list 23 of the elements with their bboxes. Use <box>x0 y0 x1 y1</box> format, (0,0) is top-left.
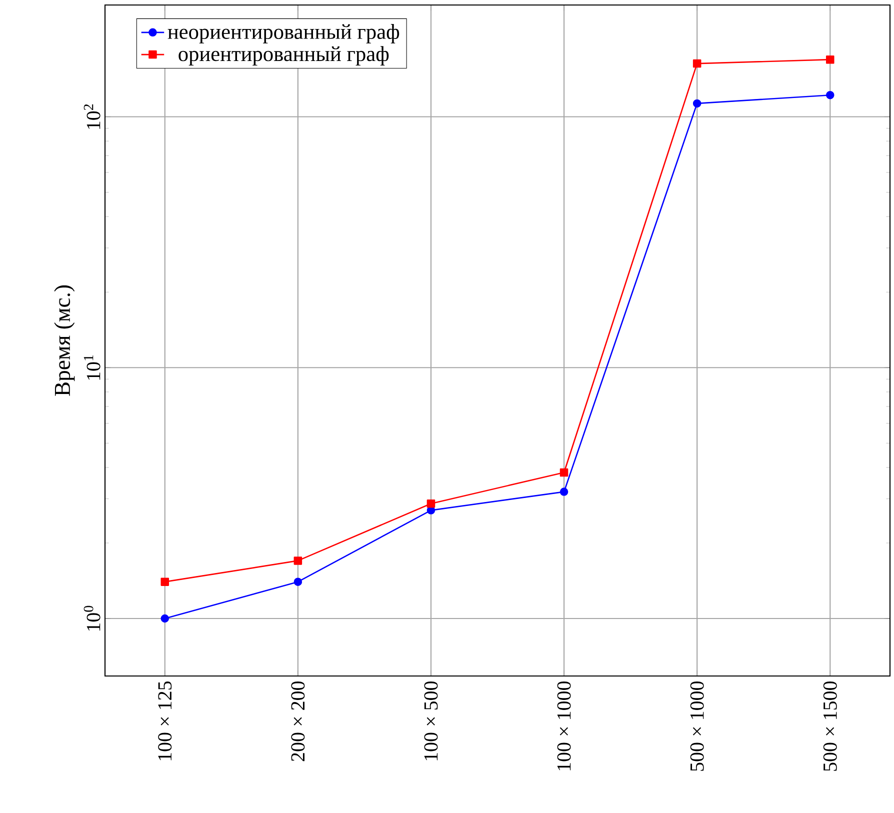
point <box>560 488 568 496</box>
y-tick-label: 10$^{1}$ <box>84 355 100 380</box>
y-tick-label: 10$^{0}$ <box>84 606 100 631</box>
point <box>426 500 436 508</box>
point <box>160 614 170 623</box>
point <box>294 578 302 586</box>
x-tick-label: 500 × 1000 <box>690 681 704 771</box>
point <box>294 556 302 565</box>
x-tick-label: 500 × 1500 <box>823 681 837 771</box>
y-tick-label: 10$^{2}$ <box>84 104 100 129</box>
legend-label: неориентированный граф <box>168 24 400 44</box>
point <box>692 99 702 108</box>
point <box>560 468 568 477</box>
x-tick-label: 200 × 200 <box>291 681 305 762</box>
y-axis-title: Время (мс.) <box>54 285 75 396</box>
legend-label: ориентированный граф <box>178 46 389 66</box>
point <box>826 90 834 100</box>
x-tick-label: 100 × 1000 <box>557 681 571 770</box>
x-tick-label: 100 × 125 <box>158 681 172 760</box>
point <box>826 55 834 64</box>
x-tick-label: 100 × 500 <box>424 681 438 760</box>
point <box>692 59 702 68</box>
point <box>160 578 170 586</box>
